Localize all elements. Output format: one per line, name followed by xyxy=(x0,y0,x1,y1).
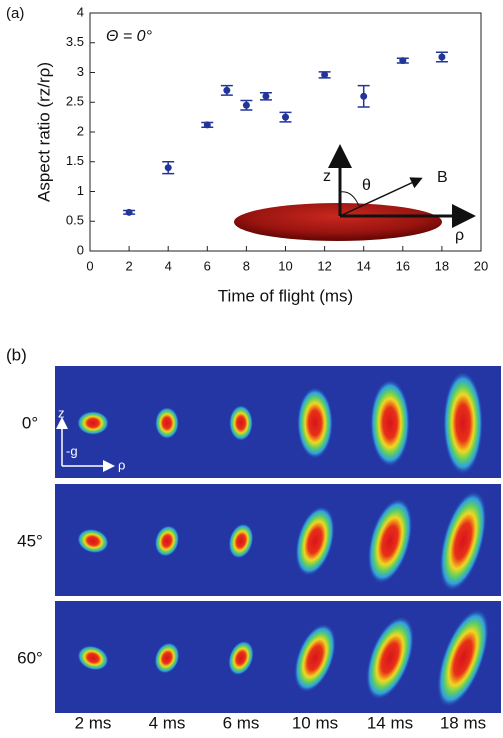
y-tick-label: 0.5 xyxy=(66,213,84,228)
x-tick-label: 12 xyxy=(317,258,331,273)
point xyxy=(282,113,289,121)
y-tick-label: 3 xyxy=(77,64,84,79)
column-label: 2 ms xyxy=(75,713,112,732)
x-tick-label: 10 xyxy=(278,258,292,273)
y-tick-label: 4 xyxy=(77,4,84,19)
inset-axis-label: ρ xyxy=(118,457,125,472)
x-tick-label: 0 xyxy=(86,258,93,273)
cloud xyxy=(367,498,413,584)
column-label: 18 ms xyxy=(440,713,486,732)
cloud xyxy=(365,616,415,700)
y-tick-label: 2.5 xyxy=(66,94,84,109)
cloud xyxy=(437,608,489,708)
cloud xyxy=(228,640,254,676)
panel-label: (b) xyxy=(6,345,27,364)
cloud xyxy=(77,528,109,554)
image-row xyxy=(55,601,501,713)
column-label: 10 ms xyxy=(292,713,338,732)
point xyxy=(262,92,270,100)
y-tick-label: 0 xyxy=(77,242,84,257)
arrow xyxy=(339,177,423,217)
cloud xyxy=(294,623,336,693)
cloud xyxy=(154,525,180,557)
x-tick-label: 4 xyxy=(165,258,172,273)
row-label: 60° xyxy=(17,648,43,667)
cloud xyxy=(295,505,335,577)
inset-label: B xyxy=(437,169,448,186)
x-tick-label: 20 xyxy=(474,258,488,273)
column-label: 4 ms xyxy=(149,713,186,732)
column-label: 14 ms xyxy=(367,713,413,732)
point xyxy=(203,121,211,129)
image-row xyxy=(55,366,501,478)
disk xyxy=(234,203,442,241)
cloud xyxy=(228,523,254,559)
y-tick-label: 2 xyxy=(77,123,84,138)
inset-axis-label: z xyxy=(58,405,65,420)
point xyxy=(360,92,368,100)
cloud xyxy=(154,642,180,674)
point xyxy=(399,57,407,65)
row-label: 0° xyxy=(22,413,38,432)
angle-arc xyxy=(339,191,360,207)
x-tick-label: 18 xyxy=(435,258,449,273)
cloud xyxy=(77,411,109,435)
cloud xyxy=(77,645,109,671)
cloud xyxy=(370,379,410,467)
cloud xyxy=(297,387,333,459)
x-tick-label: 14 xyxy=(356,258,370,273)
point xyxy=(321,71,329,79)
inset-label: ρ xyxy=(455,227,464,244)
panel-label: (a) xyxy=(6,5,24,22)
annotation: Θ = 0° xyxy=(106,28,153,45)
x-tick-label: 16 xyxy=(396,258,410,273)
column-label: 6 ms xyxy=(223,713,260,732)
point xyxy=(223,86,231,94)
cloud xyxy=(155,407,179,439)
cloud xyxy=(439,490,487,592)
cloud xyxy=(229,405,253,441)
x-axis-label: Time of flight (ms) xyxy=(218,286,353,305)
cloud xyxy=(443,371,483,475)
inset-axis-label: -g xyxy=(66,443,78,458)
point xyxy=(164,164,172,172)
x-tick-label: 2 xyxy=(125,258,132,273)
x-tick-label: 6 xyxy=(204,258,211,273)
point xyxy=(438,53,446,61)
inset-label: z xyxy=(323,168,331,185)
point xyxy=(242,101,250,109)
y-axis-label: Aspect ratio (rz/rρ) xyxy=(34,62,53,202)
x-tick-label: 8 xyxy=(243,258,250,273)
y-tick-label: 3.5 xyxy=(66,34,84,49)
y-tick-label: 1 xyxy=(77,183,84,198)
inset-label: θ xyxy=(362,177,371,194)
y-tick-label: 1.5 xyxy=(66,153,84,168)
image-row xyxy=(55,484,501,596)
point xyxy=(125,208,133,216)
row-label: 45° xyxy=(17,531,43,550)
